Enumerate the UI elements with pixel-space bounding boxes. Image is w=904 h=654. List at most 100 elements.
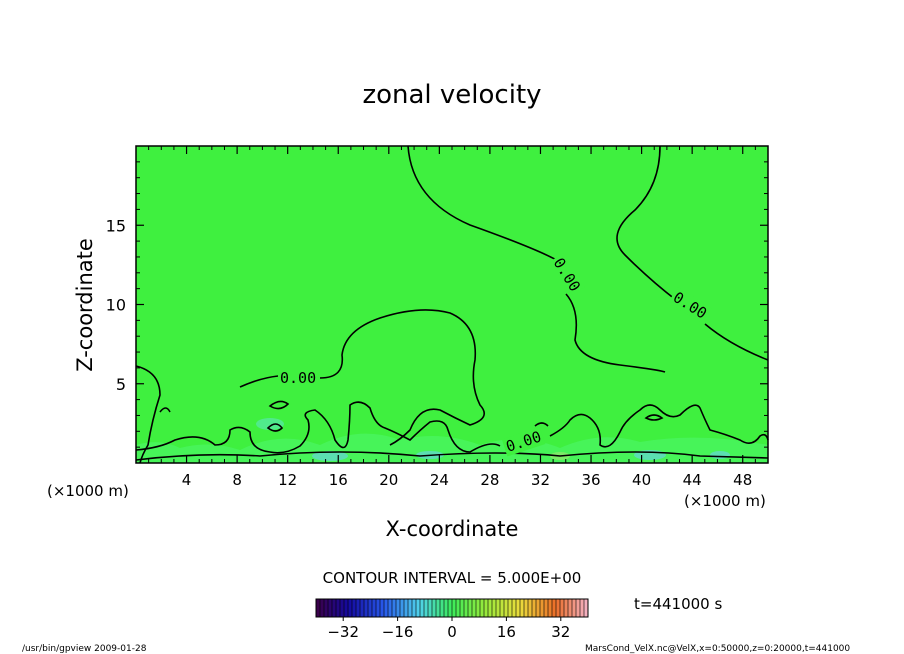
colorbar-swatch	[348, 599, 352, 617]
colorbar-swatch	[436, 599, 440, 617]
x-axis-ticks: 4 8 12 16 20 24 28 32 36 40 44 48	[148, 146, 756, 489]
contour-interval-text: CONTOUR INTERVAL = 5.000E+00	[323, 569, 582, 587]
x-axis-origin-unit: (×1000 m)	[47, 482, 129, 500]
y-tick-label: 10	[106, 296, 126, 315]
colorbar-swatch	[564, 599, 568, 617]
colorbar-tick-label: 16	[497, 623, 516, 641]
y-axis-ticks: 5 10 15	[106, 161, 768, 448]
colorbar-swatch	[448, 599, 452, 617]
colorbar-swatch	[380, 599, 384, 617]
colorbar-swatch	[400, 599, 404, 617]
colorbar-swatch	[576, 599, 580, 617]
colorbar-swatch	[388, 599, 392, 617]
colorbar-swatch	[532, 599, 536, 617]
y-axis-label: Z-coordinate	[73, 238, 97, 372]
colorbar-swatch	[472, 599, 476, 617]
colorbar-swatch	[424, 599, 428, 617]
x-tick-label: 12	[278, 471, 297, 489]
x-axis-unit: (×1000 m)	[684, 492, 766, 510]
time-label: t=441000 s	[634, 595, 722, 613]
colorbar-swatch	[372, 599, 376, 617]
colorbar-swatch	[504, 599, 508, 617]
colorbar-swatch	[340, 599, 344, 617]
colorbar-swatch	[540, 599, 544, 617]
colorbar-swatch	[324, 599, 328, 617]
plot-field	[136, 146, 768, 463]
colorbar-swatch	[528, 599, 532, 617]
colorbar-swatch	[516, 599, 520, 617]
colorbar-swatch	[568, 599, 572, 617]
colorbar-tick-label: −16	[382, 623, 414, 641]
colorbar-swatch	[360, 599, 364, 617]
colorbar-swatch	[480, 599, 484, 617]
colorbar-swatch	[332, 599, 336, 617]
colorbar-swatch	[468, 599, 472, 617]
colorbar-swatch	[552, 599, 556, 617]
x-tick-label: 48	[733, 471, 752, 489]
contour-label: 0.00	[280, 369, 316, 387]
colorbar-swatch	[408, 599, 412, 617]
colorbar-swatch	[440, 599, 444, 617]
footer-left: /usr/bin/gpview 2009-01-28	[22, 644, 147, 654]
colorbar-swatch	[392, 599, 396, 617]
colorbar-swatch	[476, 599, 480, 617]
x-tick-label: 32	[531, 471, 550, 489]
colorbar-swatch	[364, 599, 368, 617]
x-tick-label: 20	[379, 471, 398, 489]
colorbar-swatch	[580, 599, 584, 617]
x-tick-label: 4	[182, 471, 192, 489]
colorbar-swatch	[496, 599, 500, 617]
x-tick-label: 36	[581, 471, 600, 489]
colorbar	[315, 599, 588, 617]
x-tick-label: 24	[430, 471, 449, 489]
colorbar-swatch	[432, 599, 436, 617]
colorbar-swatch	[512, 599, 516, 617]
colorbar-swatch	[464, 599, 468, 617]
colorbar-tick-label: 32	[551, 623, 570, 641]
colorbar-swatch	[556, 599, 560, 617]
colorbar-swatch	[368, 599, 372, 617]
colorbar-swatch	[460, 599, 464, 617]
x-tick-label: 16	[329, 471, 348, 489]
colorbar-swatch	[344, 599, 348, 617]
x-tick-label: 8	[232, 471, 242, 489]
colorbar-swatch	[484, 599, 488, 617]
colorbar-swatch	[452, 599, 456, 617]
colorbar-swatch	[384, 599, 388, 617]
colorbar-swatch	[336, 599, 340, 617]
x-tick-label: 40	[632, 471, 651, 489]
colorbar-swatch	[356, 599, 360, 617]
colorbar-swatch	[492, 599, 496, 617]
colorbar-swatch	[412, 599, 416, 617]
colorbar-swatch	[560, 599, 564, 617]
colorbar-swatch	[428, 599, 432, 617]
colorbar-swatch	[520, 599, 524, 617]
colorbar-swatch	[376, 599, 380, 617]
colorbar-tick-label: 0	[447, 623, 457, 641]
y-tick-label: 5	[116, 375, 126, 394]
colorbar-swatch	[524, 599, 528, 617]
colorbar-swatch	[396, 599, 400, 617]
contour-lines	[135, 145, 769, 464]
colorbar-ticks: −32 −16 0 16 32	[327, 617, 570, 641]
colorbar-swatch	[500, 599, 504, 617]
y-tick-label: 15	[106, 216, 126, 235]
colorbar-swatch	[548, 599, 552, 617]
colorbar-swatch	[316, 599, 320, 617]
colorbar-tick-label: −32	[327, 623, 359, 641]
colorbar-swatch	[544, 599, 548, 617]
footer-right: MarsCond_VelX.nc@VelX,x=0:50000,z=0:2000…	[585, 644, 850, 654]
x-tick-label: 44	[683, 471, 702, 489]
colorbar-swatch	[536, 599, 540, 617]
colorbar-swatch	[572, 599, 576, 617]
colorbar-swatch	[456, 599, 460, 617]
colorbar-swatch	[584, 599, 588, 617]
colorbar-swatch	[320, 599, 324, 617]
colorbar-swatch	[352, 599, 356, 617]
colorbar-swatch	[508, 599, 512, 617]
colorbar-swatch	[488, 599, 492, 617]
colorbar-swatch	[420, 599, 424, 617]
colorbar-swatch	[328, 599, 332, 617]
colorbar-swatch	[404, 599, 408, 617]
